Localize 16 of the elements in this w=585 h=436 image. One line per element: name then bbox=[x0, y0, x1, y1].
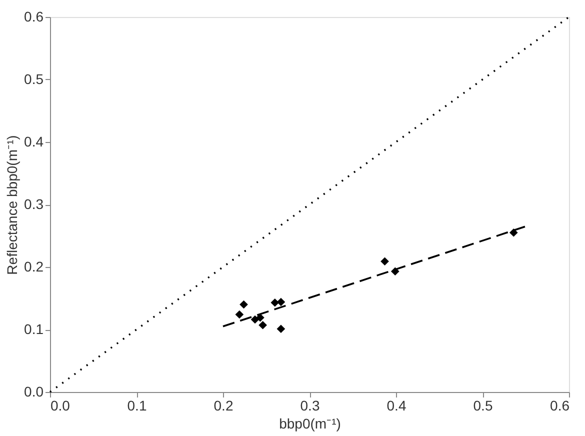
x-axis-title: bbp0(m⁻¹) bbox=[279, 416, 341, 432]
y-tick-label: 0.3 bbox=[24, 196, 44, 212]
y-tick-label: 0.0 bbox=[24, 384, 44, 400]
y-tick-label: 0.2 bbox=[24, 258, 44, 274]
y-tick-label: 0.4 bbox=[24, 134, 44, 150]
y-tick-label: 0.6 bbox=[24, 8, 44, 24]
x-tick-label: 0.2 bbox=[214, 398, 234, 414]
x-tick-label: 0.5 bbox=[473, 398, 493, 414]
x-tick-label: 0.6 bbox=[550, 398, 570, 414]
x-tick-label: 0.0 bbox=[50, 398, 70, 414]
x-tick-label: 0.4 bbox=[386, 398, 406, 414]
x-tick-label: 0.1 bbox=[127, 398, 147, 414]
y-axis-title: Reflectance bbp0(m⁻¹) bbox=[4, 135, 20, 275]
y-tick-label: 0.5 bbox=[24, 71, 44, 87]
y-tick-label: 0.1 bbox=[24, 321, 44, 337]
x-tick-label: 0.3 bbox=[300, 398, 320, 414]
